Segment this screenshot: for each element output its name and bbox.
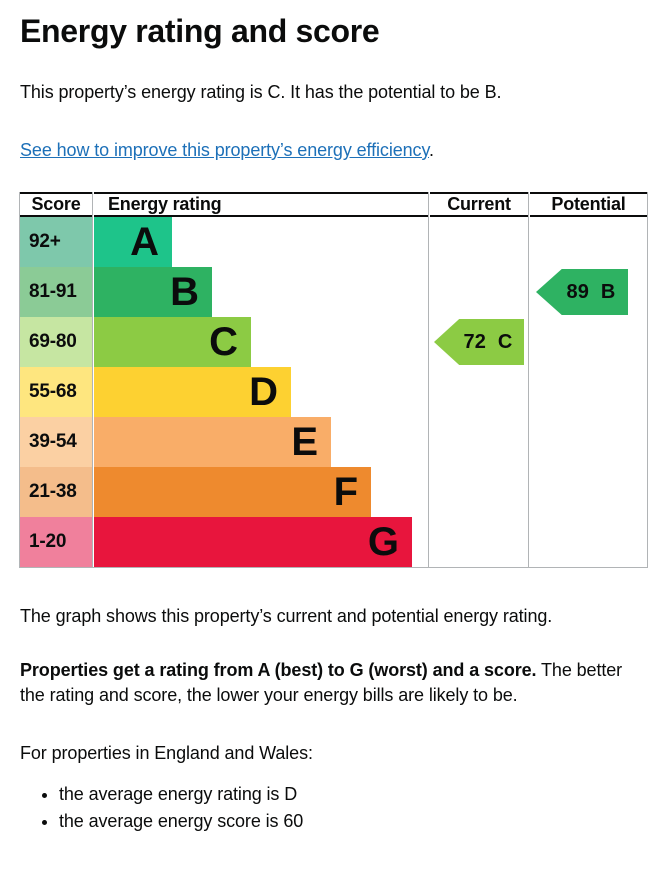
improve-efficiency-link[interactable]: See how to improve this property’s energ… — [20, 140, 430, 160]
score-range-cell: 55-68 — [20, 367, 92, 417]
band-row-f: 21-38 F — [20, 467, 647, 517]
rating-bar-area: A — [94, 217, 428, 267]
potential-rating-label: 89 B — [566, 280, 616, 303]
column-divider — [528, 517, 530, 567]
band-row-e: 39-54 E — [20, 417, 647, 467]
header-energy-rating: Energy rating — [94, 192, 428, 217]
score-range-cell: 69-80 — [20, 317, 92, 367]
current-rating-arrow: 72 C — [434, 319, 524, 365]
column-divider — [528, 267, 530, 317]
score-range-cell: 1-20 — [20, 517, 92, 567]
band-row-b: 81-91 B 89 B — [20, 267, 647, 317]
column-divider — [428, 517, 430, 567]
rating-bar-area: B — [94, 267, 428, 317]
column-divider — [428, 467, 430, 517]
current-cell — [430, 217, 528, 267]
column-divider — [92, 517, 94, 567]
potential-cell — [530, 367, 647, 417]
column-divider — [92, 192, 94, 217]
region-line: For properties in England and Wales: — [20, 743, 313, 763]
chart-header-row: Score Energy rating Current Potential — [20, 192, 647, 217]
header-potential: Potential — [530, 192, 647, 217]
graph-caption: The graph shows this property’s current … — [20, 606, 553, 626]
page: Energy rating and score This property’s … — [0, 12, 657, 834]
band-row-c: 69-80 C 72 C — [20, 317, 647, 367]
current-cell — [430, 467, 528, 517]
rating-bar-area: G — [94, 517, 428, 567]
rating-bar-area: F — [94, 467, 428, 517]
rating-letter: F — [333, 470, 358, 514]
column-divider — [428, 192, 430, 217]
rating-bar-area: E — [94, 417, 428, 467]
score-range-cell: 39-54 — [20, 417, 92, 467]
rating-info: Properties get a rating from A (best) to… — [20, 658, 637, 708]
column-divider — [92, 417, 94, 467]
current-cell: 72 C — [430, 317, 528, 367]
link-suffix: . — [429, 140, 434, 160]
rating-bar-d: D — [94, 367, 291, 417]
rating-bar-area: D — [94, 367, 428, 417]
column-divider — [428, 367, 430, 417]
potential-cell — [530, 417, 647, 467]
current-cell — [430, 417, 528, 467]
rating-letter: C — [209, 320, 238, 364]
rating-info-rest: The better the rating and score, the low… — [20, 660, 623, 705]
rating-bar-g: G — [94, 517, 412, 567]
potential-cell — [530, 467, 647, 517]
list-item-average-score: the average energy score is 60 — [59, 809, 637, 834]
potential-rating-arrow: 89 B — [536, 269, 628, 315]
improve-link-line: See how to improve this property’s energ… — [20, 138, 637, 163]
rating-letter: D — [249, 370, 278, 414]
column-divider — [428, 417, 430, 467]
score-range-cell: 92+ — [20, 217, 92, 267]
potential-cell — [530, 517, 647, 567]
current-rating-label: 72 C — [463, 330, 513, 353]
rating-bar-e: E — [94, 417, 331, 467]
band-row-a: 92+ A — [20, 217, 647, 267]
band-row-g: 1-20 G — [20, 517, 647, 567]
column-divider — [528, 467, 530, 517]
intro-text: This property’s energy rating is C. It h… — [20, 82, 502, 102]
header-score: Score — [20, 192, 92, 217]
potential-cell: 89 B — [530, 267, 647, 317]
column-divider — [528, 217, 530, 267]
rating-bar-area: C — [94, 317, 428, 367]
score-range-cell: 21-38 — [20, 467, 92, 517]
score-range-cell: 81-91 — [20, 267, 92, 317]
rating-bar-a: A — [94, 217, 172, 267]
potential-cell — [530, 217, 647, 267]
rating-info-bold: Properties get a rating from A (best) to… — [20, 660, 537, 680]
current-cell — [430, 517, 528, 567]
rating-letter: A — [130, 220, 159, 264]
rating-bar-f: F — [94, 467, 371, 517]
current-cell — [430, 367, 528, 417]
column-divider — [428, 217, 430, 267]
rating-letter: E — [291, 420, 318, 464]
column-divider — [92, 217, 94, 267]
column-divider — [528, 417, 530, 467]
potential-cell — [530, 317, 647, 367]
column-divider — [92, 367, 94, 417]
column-divider — [92, 467, 94, 517]
averages-list: the average energy rating is D the avera… — [20, 782, 637, 834]
column-divider — [528, 192, 530, 217]
band-row-d: 55-68 D — [20, 367, 647, 417]
list-item-average-rating: the average energy rating is D — [59, 782, 637, 807]
rating-letter: G — [367, 520, 399, 564]
column-divider — [92, 317, 94, 367]
rating-letter: B — [170, 270, 199, 314]
epc-rating-chart: Score Energy rating Current Potential 92… — [19, 192, 648, 568]
header-current: Current — [430, 192, 528, 217]
column-divider — [428, 267, 430, 317]
rating-bar-b: B — [94, 267, 212, 317]
rating-bar-c: C — [94, 317, 251, 367]
column-divider — [428, 317, 430, 367]
column-divider — [528, 367, 530, 417]
column-divider — [528, 317, 530, 367]
current-cell — [430, 267, 528, 317]
page-title: Energy rating and score — [20, 13, 380, 49]
column-divider — [92, 267, 94, 317]
